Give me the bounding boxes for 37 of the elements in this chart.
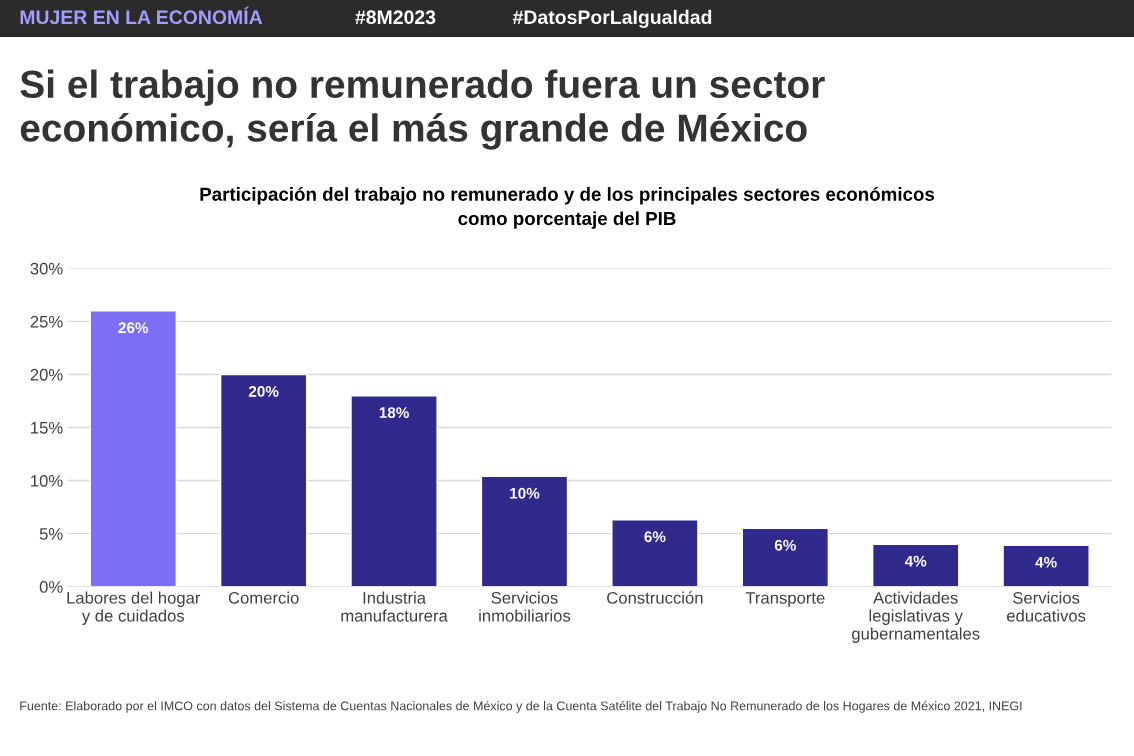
y-tick-label: 15%: [31, 421, 63, 434]
x-tick-label: Construcción: [607, 591, 703, 604]
x-tick-label: Servicios inmobiliarios: [479, 591, 571, 622]
data-label: 18%: [379, 407, 409, 419]
x-tick-label: Industria manufacturera: [341, 591, 448, 622]
bar: [611, 519, 699, 587]
text: MUJER EN LA ECONOMÍA: [20, 6, 263, 25]
chart-title: Si el trabajo no remunerado fuera un sector económico, sería el más grande de México: [20, 69, 825, 150]
chart-subtitle: Participación del trabajo no remunerado y de los principales sectores económicos como porcentaje del PIB: [200, 186, 935, 229]
data-label: 6%: [774, 539, 796, 551]
y-tick-label: 30%: [30, 262, 63, 275]
x-tick-label: Actividades legislativas y gubernamentales: [852, 591, 980, 643]
source-note: Fuente: Elaborado por el IMCO con datos del Sistema de Cuentas Nacionales de México y de la Cuenta Satélite del Trabajo No Remunerado de los Hogares de México 2021, INEGI: [20, 700, 1022, 713]
bar: [741, 527, 830, 587]
data-label: 4%: [1035, 556, 1057, 568]
data-label: 4%: [904, 555, 927, 567]
data-label: 20%: [248, 385, 279, 397]
x-tick-label: Servicios educativos: [1006, 591, 1086, 622]
bar: [350, 394, 438, 587]
x-tick-label: Transporte: [745, 592, 825, 608]
text: #8M2023: [355, 10, 436, 25]
x-tick-label: Comercio: [228, 591, 299, 604]
data-label: 10%: [510, 487, 540, 499]
y-tick-label: 20%: [30, 368, 63, 381]
bar: [480, 475, 569, 587]
y-tick-label: 5%: [39, 528, 63, 540]
bar: [89, 310, 177, 587]
bar: [871, 543, 960, 587]
bar: [1002, 544, 1090, 587]
y-tick-label: 10%: [31, 474, 63, 487]
data-label: 6%: [644, 531, 666, 543]
data-label: 26%: [118, 322, 149, 334]
x-tick-label: Labores del hogar y de cuidados: [67, 591, 201, 626]
y-tick-label: 0%: [39, 581, 63, 593]
bar: [219, 373, 308, 587]
y-tick-label: 25%: [30, 315, 63, 328]
text: #DatosPorLaIgualdad: [512, 9, 712, 29]
